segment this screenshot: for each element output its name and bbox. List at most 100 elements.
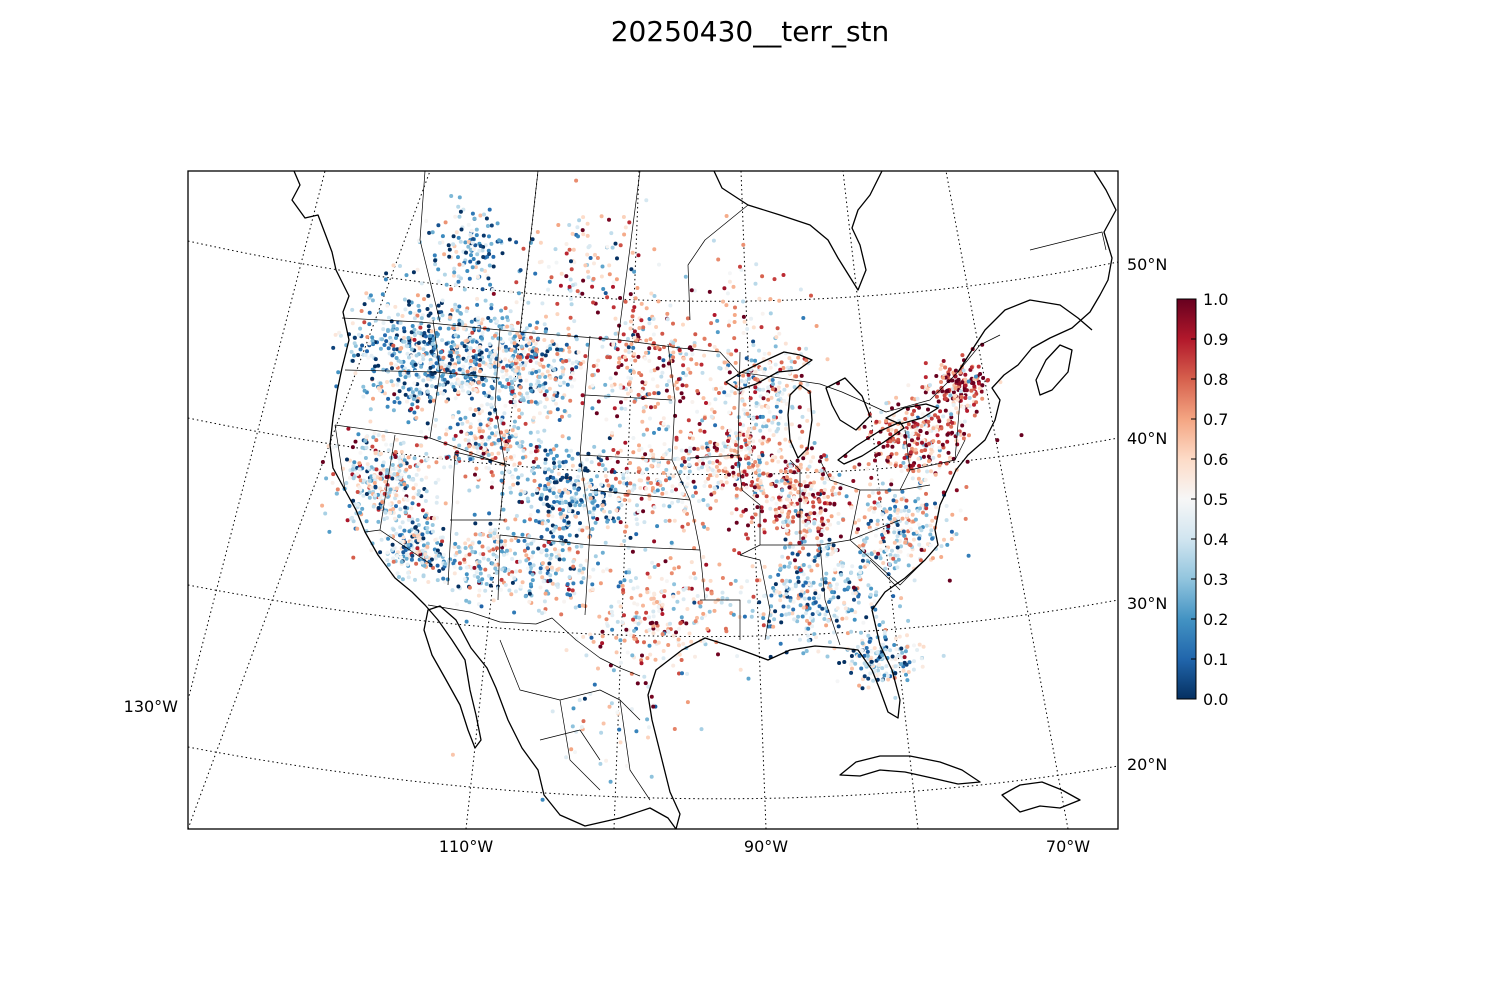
station-point — [414, 415, 419, 420]
station-point — [554, 260, 559, 265]
station-point — [934, 505, 939, 510]
station-point — [764, 461, 769, 466]
station-point — [486, 354, 491, 359]
station-point — [549, 469, 554, 474]
station-point — [953, 374, 958, 379]
station-point — [568, 476, 573, 481]
station-point — [384, 475, 389, 479]
station-point — [520, 440, 525, 444]
station-point — [705, 526, 710, 531]
station-point — [916, 456, 921, 461]
station-point — [426, 580, 431, 584]
station-point — [544, 314, 548, 319]
station-point — [809, 615, 813, 620]
station-point — [472, 370, 477, 375]
station-point — [441, 383, 446, 387]
station-point — [703, 479, 708, 484]
station-point — [682, 509, 687, 514]
station-point — [524, 558, 529, 563]
station-point — [892, 517, 897, 522]
station-point — [792, 470, 797, 475]
station-point — [560, 475, 565, 480]
station-point — [403, 505, 408, 510]
station-point — [448, 425, 453, 430]
station-point — [380, 292, 385, 297]
station-point — [393, 450, 398, 454]
station-point — [564, 251, 569, 256]
station-point — [723, 466, 728, 471]
station-point — [823, 612, 828, 617]
station-point — [678, 469, 683, 474]
station-point — [470, 549, 475, 554]
station-point — [646, 476, 651, 481]
station-point — [816, 526, 821, 531]
station-point — [876, 487, 880, 492]
station-point — [373, 484, 378, 489]
station-point — [919, 480, 924, 485]
station-point — [554, 494, 559, 499]
station-point — [413, 362, 418, 367]
station-point — [664, 427, 669, 432]
station-point — [435, 563, 440, 568]
station-point — [908, 450, 913, 455]
station-point — [324, 476, 329, 481]
station-point — [773, 484, 778, 488]
station-point — [360, 445, 365, 450]
station-point — [508, 400, 513, 404]
station-point — [605, 295, 610, 300]
station-point — [700, 465, 704, 470]
station-point — [371, 342, 376, 347]
station-point — [492, 364, 497, 369]
station-point — [949, 529, 954, 534]
station-point — [512, 424, 517, 429]
station-point — [641, 409, 646, 414]
station-point — [941, 653, 946, 658]
station-point — [352, 353, 356, 358]
station-point — [509, 573, 514, 578]
station-point — [647, 575, 652, 580]
station-point — [949, 424, 954, 429]
station-point — [937, 419, 942, 424]
station-point — [571, 283, 575, 288]
station-point — [500, 369, 505, 374]
station-point — [771, 415, 776, 419]
station-point — [544, 553, 549, 558]
station-point — [487, 342, 492, 347]
station-point — [641, 325, 646, 330]
station-point — [767, 437, 771, 442]
station-point — [914, 427, 919, 432]
station-point — [869, 602, 874, 607]
station-point — [894, 636, 898, 641]
station-point — [488, 402, 493, 407]
station-point — [644, 467, 649, 472]
station-point — [729, 448, 734, 453]
station-point — [948, 393, 953, 398]
station-point — [515, 320, 520, 325]
station-point — [482, 390, 487, 395]
station-point — [550, 339, 555, 344]
station-point — [878, 548, 883, 553]
station-point — [789, 422, 794, 427]
station-point — [466, 438, 471, 443]
station-point — [383, 479, 388, 484]
station-point — [509, 348, 514, 353]
station-point — [643, 452, 648, 457]
station-point — [463, 546, 468, 550]
station-point — [380, 500, 385, 505]
station-point — [516, 426, 521, 431]
station-point — [452, 388, 457, 393]
map-area — [187, 170, 1119, 830]
station-point — [891, 556, 896, 561]
station-point — [384, 442, 389, 447]
station-point — [613, 487, 618, 492]
station-point — [893, 695, 898, 700]
station-point — [661, 471, 666, 475]
station-point — [643, 356, 648, 361]
station-point — [519, 411, 524, 416]
station-point — [640, 653, 644, 658]
station-point — [496, 451, 501, 456]
station-point — [719, 479, 724, 484]
station-point — [569, 267, 574, 272]
station-point — [410, 402, 415, 407]
station-point — [776, 449, 781, 454]
